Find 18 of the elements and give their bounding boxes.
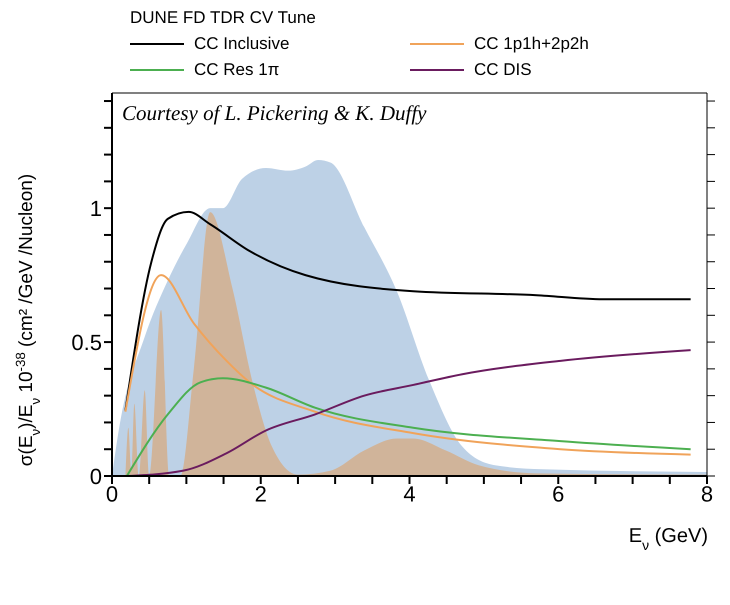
x-tick-label: 8 (700, 482, 714, 507)
line-series (124, 274, 692, 456)
legend-label: CC 1p1h+2p2h (474, 34, 589, 54)
line-series (124, 210, 692, 412)
legend-label: CC Res 1π (194, 60, 280, 80)
x-tick-label: 0 (106, 482, 118, 507)
y-tick-label: 1 (90, 196, 102, 221)
x-tick-label: 2 (254, 482, 267, 507)
y-tick-label: 0 (90, 464, 102, 489)
line-series (126, 377, 692, 476)
x-tick-label: 6 (552, 482, 564, 507)
legend-label: CC Inclusive (194, 34, 290, 54)
x-tick-label: 4 (403, 482, 416, 507)
annotation: Courtesy of L. Pickering & K. Duffy (122, 101, 428, 125)
legend-label: CC DIS (474, 60, 532, 80)
y-tick-label: 0.5 (71, 330, 102, 355)
x-axis-title: E$_{ν}$ (GeV) (628, 525, 708, 553)
chart-title: DUNE FD TDR CV Tune (130, 8, 317, 28)
